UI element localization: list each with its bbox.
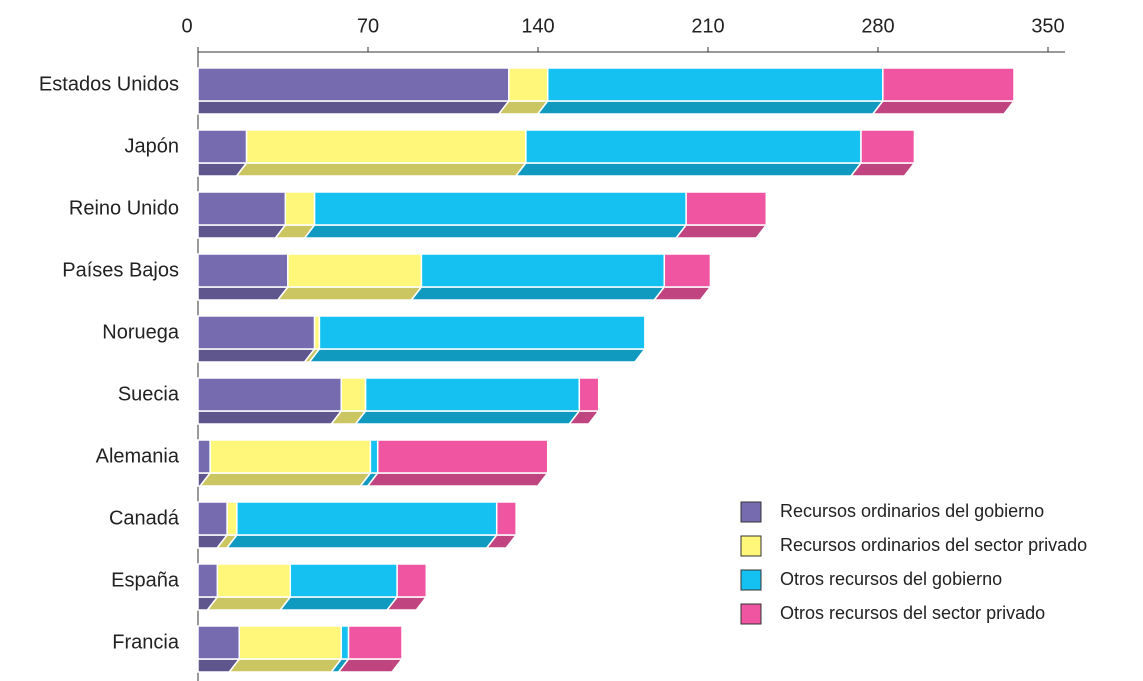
y-tick-label: Alemania bbox=[96, 445, 180, 467]
y-tick-label: España bbox=[111, 569, 180, 591]
legend-label: Otros recursos del gobierno bbox=[780, 569, 1002, 589]
bar bbox=[546, 67, 884, 102]
bar-bevel bbox=[197, 348, 317, 363]
bar-bevel bbox=[366, 472, 550, 487]
bar bbox=[420, 253, 666, 288]
bar bbox=[495, 501, 517, 536]
bar bbox=[318, 315, 646, 350]
bar bbox=[197, 67, 510, 102]
bar-bevel bbox=[652, 286, 712, 301]
bar-bevel bbox=[849, 162, 916, 177]
bar bbox=[578, 377, 600, 412]
bar-bevel bbox=[197, 224, 287, 239]
bar-bevel bbox=[197, 286, 290, 301]
bar bbox=[284, 191, 316, 226]
bar-bevel bbox=[871, 100, 1016, 115]
bar-bevel bbox=[235, 162, 528, 177]
bar bbox=[287, 253, 423, 288]
bar bbox=[216, 563, 292, 598]
x-tick-label: 210 bbox=[691, 15, 724, 37]
legend-swatch bbox=[740, 501, 762, 523]
bar-bevel bbox=[197, 410, 343, 425]
bar bbox=[364, 377, 581, 412]
legend-label: Recursos ordinarios del sector privado bbox=[780, 535, 1087, 555]
y-tick-label: Japón bbox=[125, 135, 180, 157]
bar bbox=[197, 129, 248, 164]
bar bbox=[236, 501, 498, 536]
bar bbox=[197, 563, 219, 598]
bar-bevel bbox=[227, 658, 343, 673]
bar-bevel bbox=[354, 410, 581, 425]
bar bbox=[197, 191, 287, 226]
y-tick-label: Estados Unidos bbox=[39, 73, 179, 95]
bar bbox=[289, 563, 398, 598]
bar-bevel bbox=[674, 224, 768, 239]
bar-bevel bbox=[205, 596, 292, 611]
y-tick-label: Noruega bbox=[102, 321, 180, 343]
bar bbox=[340, 625, 350, 660]
bar-bevel bbox=[276, 286, 423, 301]
x-tick-label: 0 bbox=[181, 15, 192, 37]
bar bbox=[197, 315, 316, 350]
y-tick-label: Suecia bbox=[118, 383, 180, 405]
bar-bevel bbox=[536, 100, 885, 115]
bar bbox=[525, 129, 862, 164]
bar bbox=[197, 501, 228, 536]
legend-label: Recursos ordinarios del gobierno bbox=[780, 501, 1044, 521]
bar bbox=[245, 129, 527, 164]
x-tick-label: 280 bbox=[861, 15, 894, 37]
bar bbox=[685, 191, 768, 226]
bar bbox=[347, 625, 403, 660]
legend-swatch bbox=[740, 603, 762, 625]
bar bbox=[313, 191, 687, 226]
bar bbox=[663, 253, 712, 288]
x-tick-label: 70 bbox=[357, 15, 379, 37]
bar bbox=[508, 67, 549, 102]
bar bbox=[860, 129, 916, 164]
bar bbox=[197, 625, 241, 660]
bar-bevel bbox=[197, 100, 511, 115]
bar bbox=[197, 439, 211, 474]
y-tick-label: Países Bajos bbox=[62, 259, 179, 281]
bar bbox=[238, 625, 343, 660]
bar bbox=[882, 67, 1015, 102]
x-tick-label: 140 bbox=[521, 15, 554, 37]
bar bbox=[226, 501, 238, 536]
y-tick-label: Francia bbox=[112, 631, 180, 653]
bar bbox=[376, 439, 549, 474]
bar-bevel bbox=[307, 348, 647, 363]
y-tick-label: Reino Unido bbox=[69, 197, 179, 219]
bar-bevel bbox=[337, 658, 404, 673]
legend-label: Otros recursos del sector privado bbox=[780, 603, 1045, 623]
x-tick-label: 350 bbox=[1031, 15, 1064, 37]
bar bbox=[369, 439, 379, 474]
bar-bevel bbox=[409, 286, 666, 301]
bar bbox=[340, 377, 367, 412]
bar bbox=[197, 253, 289, 288]
bar-bevel bbox=[278, 596, 399, 611]
y-tick-label: Canadá bbox=[109, 507, 180, 529]
bar-bevel bbox=[198, 472, 372, 487]
legend-swatch bbox=[740, 535, 762, 557]
bar-bevel bbox=[225, 534, 499, 549]
legend-swatch bbox=[740, 569, 762, 591]
bar bbox=[197, 377, 343, 412]
bar-bevel bbox=[303, 224, 688, 239]
bar-bevel bbox=[514, 162, 863, 177]
bar bbox=[396, 563, 428, 598]
bar bbox=[209, 439, 372, 474]
